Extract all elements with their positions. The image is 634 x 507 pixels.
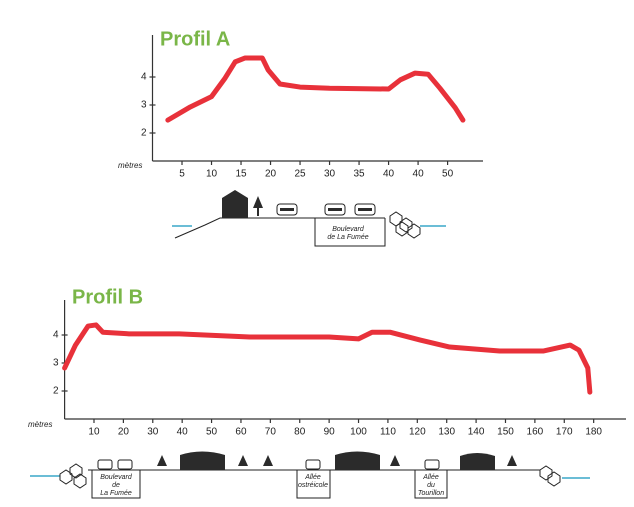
x-tick-label: 170	[556, 427, 573, 438]
street-label: La Fumée	[100, 490, 132, 497]
chart-title: Profil A	[160, 28, 230, 50]
street-label: du	[427, 482, 435, 489]
x-tick-label: 10	[88, 427, 100, 438]
chart-title: Profil B	[72, 286, 143, 308]
y-tick-label: 4	[53, 330, 59, 341]
x-tick-label: 30	[147, 427, 159, 438]
profile-line	[165, 55, 466, 123]
street-label: Boulevard	[100, 474, 133, 481]
x-tick-label: 35	[354, 169, 366, 180]
x-tick-label: 180	[585, 427, 602, 438]
x-tick-label: 40	[177, 427, 189, 438]
x-tick-label: 40	[383, 169, 395, 180]
street-label: ostréicole	[298, 482, 328, 489]
x-tick-label: 20	[118, 427, 130, 438]
x-tick-label: 60	[235, 427, 247, 438]
x-tick-label: 50	[442, 169, 454, 180]
x-tick-label: 100	[350, 427, 367, 438]
x-tick-label: 90	[324, 427, 336, 438]
y-axis-label: mètres	[118, 161, 142, 170]
y-tick-label: 3	[141, 100, 147, 111]
x-tick-label: 110	[380, 427, 396, 438]
x-tick-label: 40	[413, 169, 425, 180]
y-tick-label: 3	[53, 358, 59, 369]
y-tick-label: 2	[141, 128, 147, 139]
y-axis-label: mètres	[28, 420, 52, 429]
x-tick-label: 50	[206, 427, 218, 438]
y-tick-label: 2	[53, 386, 59, 397]
street-label: Boulevard	[332, 226, 365, 233]
section-a	[172, 190, 446, 247]
y-tick-label: 4	[141, 72, 147, 83]
x-tick-label: 10	[206, 169, 218, 180]
street-label: Allée	[422, 474, 439, 481]
x-tick-label: 80	[294, 427, 306, 438]
x-tick-label: 25	[294, 169, 306, 180]
x-tick-label: 15	[235, 169, 247, 180]
x-tick-label: 5	[179, 169, 185, 180]
x-tick-label: 20	[265, 169, 277, 180]
x-tick-label: 160	[527, 427, 544, 438]
x-tick-label: 120	[409, 427, 426, 438]
street-label: de	[112, 482, 120, 489]
street-label: de La Fumée	[327, 234, 368, 241]
street-label: Allée	[304, 474, 321, 481]
x-tick-label: 150	[497, 427, 514, 438]
x-tick-label: 30	[324, 169, 336, 180]
x-tick-label: 140	[468, 427, 485, 438]
street-label: Tourillon	[418, 490, 444, 497]
x-tick-label: 130	[438, 427, 455, 438]
section-b	[30, 451, 590, 499]
profile-line	[62, 322, 593, 395]
x-tick-label: 70	[265, 427, 277, 438]
